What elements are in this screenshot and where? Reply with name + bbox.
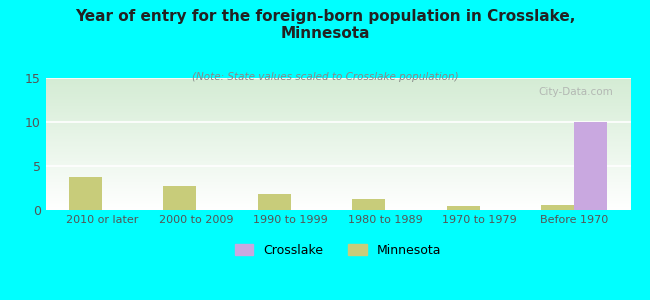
Text: City-Data.com: City-Data.com [538, 87, 613, 97]
Text: Year of entry for the foreign-born population in Crosslake,
Minnesota: Year of entry for the foreign-born popul… [75, 9, 575, 41]
Bar [352, 200, 385, 210]
Bar [258, 194, 291, 210]
Bar [541, 205, 574, 210]
Legend: Crosslake, Minnesota: Crosslake, Minnesota [229, 239, 447, 262]
Bar [163, 186, 196, 210]
Bar [69, 177, 102, 210]
Bar [447, 206, 480, 210]
Text: (Note: State values scaled to Crosslake population): (Note: State values scaled to Crosslake … [192, 72, 458, 82]
Bar [574, 122, 607, 210]
